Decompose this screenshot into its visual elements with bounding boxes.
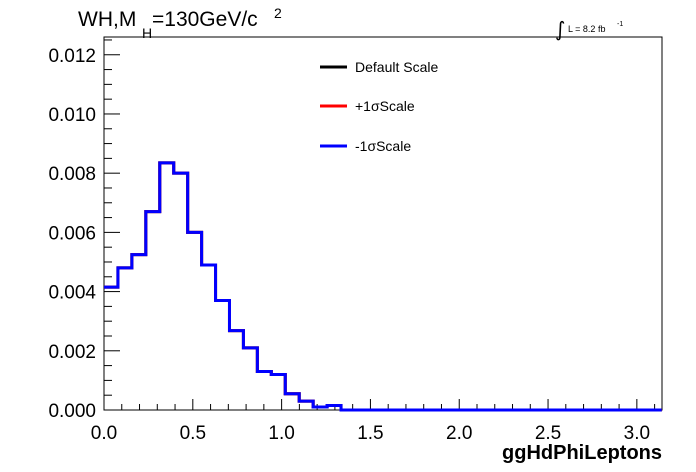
y-axis-ticks bbox=[104, 39, 120, 411]
x-axis-tick-labels: 0.0 0.5 1.0 1.5 2.0 2.5 3.0 bbox=[91, 423, 650, 444]
title-suffix: =130GeV/c bbox=[152, 8, 258, 31]
x-tick-label: 0.0 bbox=[91, 423, 117, 444]
legend-label-minus1sigma: -1σScale bbox=[355, 138, 411, 154]
chart-title: WH,M H =130GeV/c 2 bbox=[78, 5, 282, 41]
y-tick-label: 0.006 bbox=[48, 223, 96, 244]
legend-label-default: Default Scale bbox=[355, 59, 438, 75]
x-tick-label: 1.5 bbox=[357, 423, 383, 444]
y-tick-label: 0.010 bbox=[48, 105, 96, 126]
y-tick-label: 0.012 bbox=[48, 46, 96, 67]
y-tick-label: 0.002 bbox=[48, 342, 96, 363]
x-axis-label: ggHdPhiLeptons bbox=[502, 442, 662, 464]
legend: Default Scale +1σScale -1σScale bbox=[320, 59, 438, 154]
x-tick-label: 2.0 bbox=[446, 423, 472, 444]
title-superscript: 2 bbox=[274, 5, 282, 21]
x-tick-label: 1.0 bbox=[268, 423, 294, 444]
x-tick-label: 3.0 bbox=[624, 423, 650, 444]
luminosity-text: L = 8.2 fb bbox=[568, 24, 605, 34]
series-lines bbox=[104, 161, 662, 412]
y-tick-label: 0.008 bbox=[48, 164, 96, 185]
y-tick-label: 0.000 bbox=[48, 401, 96, 422]
series-minus1sigma-scale bbox=[104, 161, 662, 412]
y-tick-label: 0.004 bbox=[48, 283, 96, 304]
luminosity-label: ∫ L = 8.2 fb -1 bbox=[555, 17, 623, 41]
luminosity-superscript: -1 bbox=[617, 21, 623, 28]
y-axis-tick-labels: 0.000 0.002 0.004 0.006 0.008 0.010 0.012 bbox=[48, 46, 96, 422]
integral-sign: ∫ bbox=[555, 17, 565, 41]
x-tick-label: 0.5 bbox=[180, 423, 206, 444]
title-subscript: H bbox=[142, 25, 152, 41]
legend-label-plus1sigma: +1σScale bbox=[355, 98, 415, 114]
title-prefix: WH,M bbox=[78, 8, 136, 31]
x-tick-label: 2.5 bbox=[535, 423, 561, 444]
